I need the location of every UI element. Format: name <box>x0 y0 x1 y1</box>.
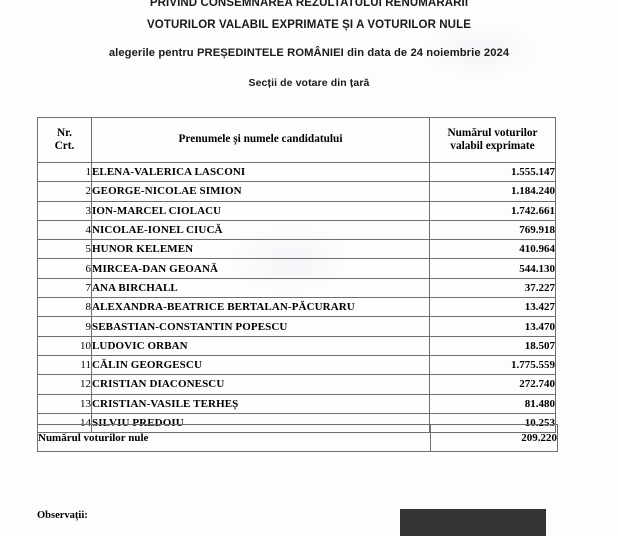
table-row: 13 CRISTIAN-VASILE TERHEȘ 81.480 <box>37 393 556 414</box>
candidate-name: HUNOR KELEMEN <box>91 239 430 260</box>
candidate-name: ALEXANDRA-BEATRICE BERTALAN-PĂCURARU <box>91 297 430 318</box>
vote-count: 410.964 <box>429 239 556 260</box>
null-votes-value: 209.220 <box>430 424 558 452</box>
row-number: 9 <box>37 316 92 337</box>
null-votes-label: Numărul voturilor nule <box>37 424 431 452</box>
null-votes-row: Numărul voturilor nule 209.220 <box>37 424 558 452</box>
heading-line-4: Secții de votare din țară <box>248 77 370 89</box>
heading-line-3: alegerile pentru PREȘEDINTELE ROMÂNIEI d… <box>108 47 510 59</box>
vote-count: 13.427 <box>429 297 556 318</box>
row-number: 3 <box>37 200 92 221</box>
table-row: 6 MIRCEA-DAN GEOANĂ 544.130 <box>37 258 556 279</box>
row-number: 2 <box>37 181 92 202</box>
row-number: 4 <box>37 219 92 241</box>
candidate-name: CRISTIAN-VASILE TERHEȘ <box>91 393 430 414</box>
candidate-name: CĂLIN GEORGESCU <box>91 354 430 376</box>
candidate-name: ELENA-VALERICA LASCONI <box>91 161 430 183</box>
table-row: 5 HUNOR KELEMEN 410.964 <box>37 239 556 260</box>
candidate-name: GEORGE-NICOLAE SIMION <box>91 181 430 202</box>
vote-count: 1.742.661 <box>429 200 556 221</box>
row-number: 13 <box>37 393 92 414</box>
table-row: 1 ELENA-VALERICA LASCONI 1.555.147 <box>37 161 556 183</box>
vote-count: 81.480 <box>429 393 556 414</box>
document-heading: PRIVIND CONSEMNAREA REZULTATULUI RENUMĂR… <box>0 0 618 89</box>
heading-line-2: VOTURILOR VALABIL EXPRIMATE ȘI A VOTURIL… <box>147 19 471 31</box>
column-header-candidate-name: Prenumele și numele candidatului <box>91 117 430 163</box>
table-row: 11 CĂLIN GEORGESCU 1.775.559 <box>37 354 556 376</box>
vote-count: 1.555.147 <box>429 161 556 183</box>
row-number: 6 <box>37 258 92 279</box>
candidate-name: ANA BIRCHALL <box>91 277 430 299</box>
vote-count: 18.507 <box>429 335 556 356</box>
candidate-name: MIRCEA-DAN GEOANĂ <box>91 258 430 279</box>
row-number: 10 <box>37 335 92 356</box>
table-row: 3 ION-MARCEL CIOLACU 1.742.661 <box>37 200 556 221</box>
null-votes-table: Numărul voturilor nule 209.220 <box>37 424 558 452</box>
table-row: 12 CRISTIAN DIACONESCU 272.740 <box>37 374 556 395</box>
vote-count: 13.470 <box>429 316 556 337</box>
table-row: 4 NICOLAE-IONEL CIUCĂ 769.918 <box>37 219 556 241</box>
column-header-votes: Numărul voturilor valabil exprimate <box>429 117 556 163</box>
results-table: Nr. Crt. Prenumele și numele candidatulu… <box>37 117 556 434</box>
column-header-votes-line2: valabil exprimate <box>450 140 535 152</box>
vote-count: 544.130 <box>429 258 556 279</box>
table-row: 9 SEBASTIAN-CONSTANTIN POPESCU 13.470 <box>37 316 556 337</box>
table-row: 8 ALEXANDRA-BEATRICE BERTALAN-PĂCURARU 1… <box>37 297 556 318</box>
row-number: 8 <box>37 297 92 318</box>
row-number: 5 <box>37 239 92 260</box>
candidate-name: LUDOVIC ORBAN <box>91 335 430 356</box>
vote-count: 272.740 <box>429 374 556 395</box>
row-number: 1 <box>37 161 92 183</box>
column-header-votes-line1: Numărul voturilor <box>447 126 538 139</box>
row-number: 7 <box>37 277 92 299</box>
vote-count: 769.918 <box>429 219 556 241</box>
vote-count: 37.227 <box>429 277 556 299</box>
redaction-block <box>400 509 546 536</box>
row-number: 12 <box>37 374 92 395</box>
candidate-name: SEBASTIAN-CONSTANTIN POPESCU <box>91 316 430 337</box>
table-row: 10 LUDOVIC ORBAN 18.507 <box>37 335 556 356</box>
vote-count: 1.775.559 <box>429 354 556 376</box>
observations-label: Observații: <box>37 510 88 521</box>
results-table-body: 1 ELENA-VALERICA LASCONI 1.555.147 2 GEO… <box>37 161 556 434</box>
column-header-nr: Nr. Crt. <box>37 117 92 163</box>
row-number: 11 <box>37 354 92 376</box>
heading-line-1: PRIVIND CONSEMNAREA REZULTATULUI RENUMĂR… <box>149 0 469 7</box>
vote-count: 1.184.240 <box>429 181 556 202</box>
table-row: 2 GEORGE-NICOLAE SIMION 1.184.240 <box>37 181 556 202</box>
table-header-row: Nr. Crt. Prenumele și numele candidatulu… <box>37 117 556 163</box>
candidate-name: CRISTIAN DIACONESCU <box>91 374 430 395</box>
candidate-name: NICOLAE-IONEL CIUCĂ <box>91 219 430 241</box>
column-header-nr-line2: Crt. <box>54 140 75 152</box>
candidate-name: ION-MARCEL CIOLACU <box>91 200 430 221</box>
column-header-nr-line1: Nr. <box>57 126 72 139</box>
table-row: 7 ANA BIRCHALL 37.227 <box>37 277 556 299</box>
